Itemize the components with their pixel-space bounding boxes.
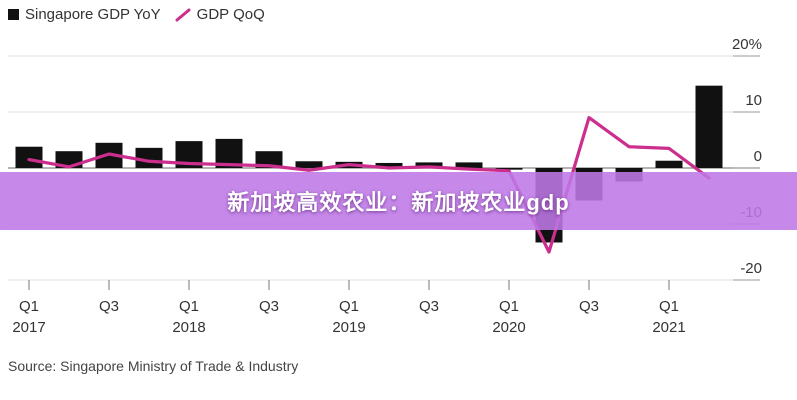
overlay-banner: 新加坡高效农业：新加坡农业gdp (0, 172, 797, 230)
x-year-label: 2017 (12, 319, 45, 336)
x-tick-label: Q1 (499, 298, 519, 315)
source-note: Source: Singapore Ministry of Trade & In… (8, 358, 299, 374)
x-year-label: 2021 (652, 319, 685, 336)
yoy-bar (455, 162, 483, 168)
y-tick-label: 0 (754, 148, 762, 165)
x-axis: Q1 2017 Q3 Q1 2018 Q3 Q1 2019 Q3 Q1 2020 Q3 Q1 2021 (12, 280, 686, 336)
qoq-line (27, 115, 711, 254)
legend-yoy-label: Singapore GDP YoY (25, 6, 161, 23)
yoy-bar (295, 161, 323, 168)
x-year-label: 2019 (332, 319, 365, 336)
y-tick-label: -20 (740, 260, 762, 277)
legend-line-swatch (175, 8, 191, 21)
x-year-label: 2020 (492, 319, 525, 336)
yoy-bar (255, 151, 283, 168)
x-tick-label: Q1 (179, 298, 199, 315)
qoq-line-layer (27, 115, 711, 254)
yoy-bar (15, 146, 43, 168)
y-axis: 20%100-10-20 (732, 36, 762, 281)
x-tick-label: Q1 (339, 298, 359, 315)
chart-legend: Singapore GDP YoY GDP QoQ (8, 6, 265, 23)
x-tick-label: Q3 (99, 298, 119, 315)
x-tick-label: Q3 (259, 298, 279, 315)
yoy-bar (375, 162, 403, 168)
yoy-bar (135, 147, 163, 168)
legend-bar-swatch (8, 9, 19, 20)
x-tick-label: Q3 (419, 298, 439, 315)
legend-qoq-label: GDP QoQ (196, 6, 265, 23)
y-tick-label: 20% (732, 36, 762, 53)
x-year-label: 2018 (172, 319, 205, 336)
y-tick-label: 10 (745, 92, 762, 109)
yoy-bar (695, 85, 723, 168)
x-tick-label: Q1 (19, 298, 39, 315)
x-tick-label: Q3 (579, 298, 599, 315)
yoy-bar (495, 168, 523, 170)
banner-text: 新加坡高效农业：新加坡农业gdp (227, 190, 570, 215)
yoy-bar (655, 160, 683, 168)
yoy-bar (415, 162, 443, 168)
x-tick-label: Q1 (659, 298, 679, 315)
